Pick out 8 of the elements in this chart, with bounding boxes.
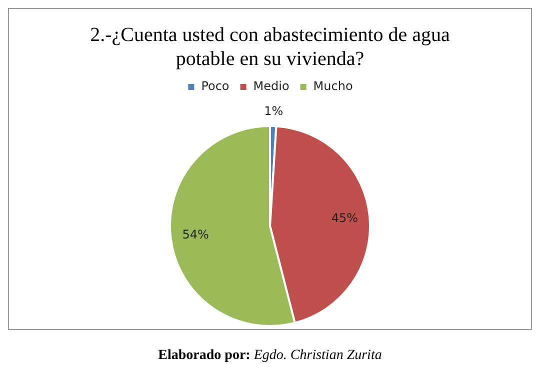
data-label: 1% xyxy=(264,104,284,118)
text: Elaborado por: Egdo. Christian Zurita xyxy=(158,348,382,363)
legend-label: Medio xyxy=(253,79,290,94)
data-label: 45% xyxy=(331,211,358,226)
legend-label: Mucho xyxy=(313,79,353,94)
legend-label: Poco xyxy=(201,79,230,94)
chart-title: 2.-¿Cuenta usted con abastecimiento de agua potable en su vivienda? xyxy=(89,23,451,71)
data-label: 54% xyxy=(182,228,209,242)
